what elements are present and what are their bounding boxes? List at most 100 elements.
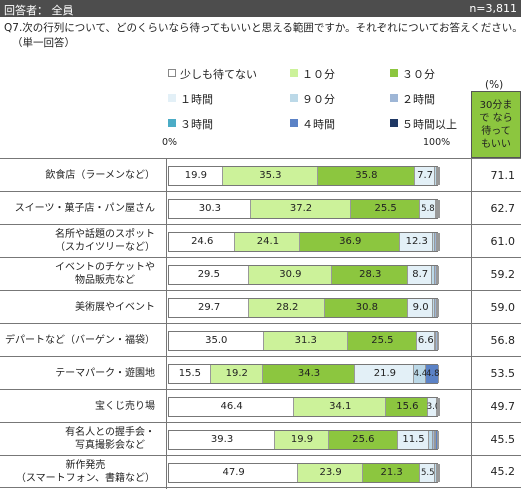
bar-segment [437,397,439,416]
bar-segment [169,265,249,284]
bar-segment [438,397,440,416]
summary-value: 45.5 [490,432,516,446]
category-label: 宝くじ売り場 [95,400,155,412]
chart-row: 有名人との握手会・ 写真撮影会など 39.3 19.9 25.6 11.5 45.5 [0,422,521,455]
bar-segment [263,331,348,350]
bar-segment [438,166,440,185]
legend-swatch [390,119,398,127]
stacked-bar: 39.3 19.9 25.6 11.5 [168,429,439,450]
category-label: 新作発売 （スマートフォン、書籍など） [15,459,155,484]
bar-segment [426,364,440,383]
data-label: 24.6 [191,236,214,247]
data-label: 4.8 [426,368,440,379]
legend-swatch [290,94,298,102]
bar-segment [414,166,436,185]
bar-segment [250,199,352,218]
bar-segment [436,331,438,350]
bar-segment [235,232,301,251]
stacked-bar: 46.4 34.1 15.6 3.0 [168,396,441,417]
bar-segment [169,364,211,383]
legend-label: ５時間以上 [402,118,457,131]
bar-segment [300,232,401,251]
respondent-label: 回答者： 全員 [4,4,74,17]
data-label: 39.3 [210,434,234,445]
data-label: 35.0 [205,335,228,346]
bar-segment [437,199,439,218]
bar-segment [397,430,429,449]
bar-segment [420,463,436,482]
data-label: 5.8 [421,203,435,214]
summary-cell: 45.2 [471,456,521,487]
legend-label: ３時間 [180,118,213,131]
summary-value: 56.8 [490,333,516,347]
data-label: 15.6 [396,401,419,412]
bar-segment [438,265,440,284]
bar-segment [437,463,439,482]
bar-segment [435,265,438,284]
data-label: 34.3 [297,368,321,379]
data-label: 6.6 [417,335,434,346]
data-label: 5.5 [421,467,435,478]
data-label: 25.6 [352,434,375,445]
data-label: 8.7 [412,269,429,280]
category-label: スイーツ・菓子店・パン屋さん [14,202,155,214]
data-label: 30.8 [355,302,379,313]
stacked-bar: 15.5 19.2 34.3 21.9 4.4 4.8 [168,363,440,384]
legend-label: ３０分 [402,68,435,81]
bar-segment [429,430,433,449]
chart-row: テーマパーク・遊園地 15.5 19.2 34.3 21.9 4.4 4.8 53.5 [0,356,521,389]
bar-segment [438,232,440,251]
bar-segment [438,298,440,317]
summary-value: 59.0 [490,300,516,314]
bar-segment [408,298,433,317]
summary-header-box: 30分まで なら待って もいい [471,91,521,158]
data-label: 21.9 [373,368,396,379]
chart-row: 名所や話題のスポット （スカイツリーなど） 24.6 24.1 36.9 12.3 61.0 [0,224,521,257]
summary-value: 45.2 [490,465,516,478]
bar-segment [275,430,329,449]
category-divider [166,158,167,489]
bar-segment [437,463,439,482]
bar-segment [169,397,295,416]
bar-segment [169,331,264,350]
summary-cell: 71.1 [471,159,521,191]
data-label: 4.4 [413,368,428,379]
category-label: テーマパーク・遊園地 [55,367,155,379]
data-label: 31.3 [294,335,317,346]
legend-swatch [290,69,298,77]
bar-segment [435,166,437,185]
data-label: 3.0 [426,401,441,412]
legend-swatch [290,119,298,127]
chart-row: イベントのチケットや 物品販売など 29.5 30.9 28.3 8.7 59.2 [0,257,521,290]
data-label: 34.1 [329,401,352,412]
bar-segment [400,232,434,251]
bar-segment [416,331,435,350]
legend-swatch [168,119,176,127]
chart-row: 美術展やイベント 29.7 28.2 30.8 9.0 59.0 [0,290,521,323]
legend-label: １０分 [302,68,335,81]
bar-segment [210,364,263,383]
bar-segment [169,298,250,317]
question-text: Q7.次の行列について、どのくらいなら待ってもいいと思える範囲ですか。それぞれに… [4,21,521,51]
chart-row: デパートなど（バーゲン・福袋） 35.0 31.3 25.5 6.6 56.8 [0,323,521,356]
data-label: 21.3 [380,467,403,478]
bar-segment [169,166,223,185]
bar-segment [436,397,438,416]
category-label: 有名人との握手会・ 写真撮影会など [65,427,155,451]
summary-header-label: 30分まで なら待って もいい [479,99,513,150]
bar-segment [318,166,415,185]
bar-segment [438,199,440,218]
bar-segment [325,298,409,317]
data-label: 29.5 [197,269,220,280]
legend-label: ９０分 [302,93,335,106]
bar-segment [298,463,363,482]
bar-segment [436,430,438,449]
bar-segment [432,298,436,317]
bar-segment [434,430,437,449]
bar-segment [386,397,429,416]
category-label: 美術展やイベント [75,301,155,313]
bar-segment [437,298,439,317]
data-label: 23.9 [319,467,342,478]
bar-segment [437,430,439,449]
bar-segment [433,232,436,251]
